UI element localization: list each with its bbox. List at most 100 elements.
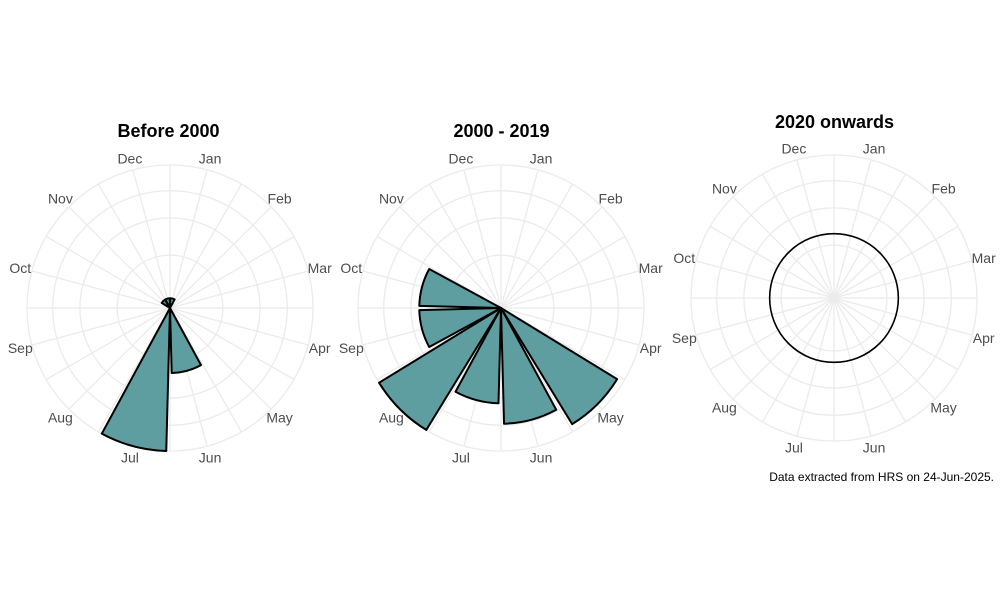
grid-spoke bbox=[68, 206, 171, 309]
grid-spoke bbox=[500, 169, 539, 309]
grid-spoke bbox=[833, 159, 872, 299]
grid-spoke bbox=[132, 169, 171, 309]
grid-spoke bbox=[833, 297, 936, 400]
month-label-oct: Oct bbox=[673, 250, 695, 266]
month-label-jun: Jun bbox=[199, 450, 222, 466]
grid-spoke bbox=[833, 297, 907, 423]
grid-spoke bbox=[31, 307, 171, 346]
grid-spoke bbox=[463, 169, 502, 309]
empty-series-circle bbox=[768, 232, 900, 364]
grid-spoke bbox=[68, 307, 171, 410]
month-label-jul: Jul bbox=[452, 450, 470, 466]
month-label-mar: Mar bbox=[308, 260, 332, 276]
grid-spoke bbox=[169, 169, 208, 309]
grid-spoke bbox=[500, 183, 574, 309]
month-label-aug: Aug bbox=[379, 410, 404, 426]
bar-jul bbox=[100, 307, 171, 452]
month-label-may: May bbox=[597, 410, 623, 426]
grid-spoke bbox=[45, 235, 171, 309]
polar-chart: Jan Feb Mar Apr May Jun Jul Aug Sep Oct Nov Dec bbox=[8, 150, 332, 466]
grid-spoke bbox=[833, 173, 907, 299]
bar-dec bbox=[164, 297, 171, 309]
grid-spoke bbox=[97, 183, 171, 309]
chart-panel-2020-onwards: 2020 onwards Jan Feb Mar Apr May Jun Jul Aug Sep… bbox=[668, 0, 1000, 600]
month-label-jan: Jan bbox=[199, 150, 222, 166]
month-label-feb: Feb bbox=[268, 190, 292, 206]
month-label-may: May bbox=[930, 400, 956, 416]
data-source-caption: Data extracted from HRS on 24-Jun-2025. bbox=[769, 470, 994, 484]
grid-spoke bbox=[796, 159, 835, 299]
month-label-nov: Nov bbox=[712, 180, 737, 196]
grid-spoke bbox=[169, 307, 295, 381]
month-label-nov: Nov bbox=[48, 190, 73, 206]
bar-may bbox=[500, 307, 619, 426]
grid-spoke bbox=[399, 206, 502, 309]
month-label-mar: Mar bbox=[972, 250, 996, 266]
grid-spoke bbox=[732, 297, 835, 400]
month-label-apr: Apr bbox=[973, 330, 995, 346]
grid-spoke bbox=[169, 206, 272, 309]
month-label-sep: Sep bbox=[339, 340, 364, 356]
grid-spoke bbox=[761, 297, 835, 423]
bar-oct bbox=[418, 268, 502, 309]
grid-spoke bbox=[45, 307, 171, 381]
grid-spoke bbox=[709, 297, 835, 371]
grid-spoke bbox=[732, 196, 835, 299]
month-label-jun: Jun bbox=[530, 450, 553, 466]
bar-sep bbox=[418, 307, 502, 348]
month-label-dec: Dec bbox=[448, 150, 473, 166]
grid-spoke bbox=[169, 270, 309, 309]
grid-spoke bbox=[796, 297, 835, 437]
chart-panel-2000-2019: 2000 - 2019 Jan Feb Mar Apr May Jun Jul Aug Sep O… bbox=[335, 0, 668, 600]
bar-jun bbox=[169, 307, 203, 374]
grid-spoke bbox=[833, 297, 872, 437]
grid-spoke bbox=[761, 173, 835, 299]
grid-spoke bbox=[500, 206, 603, 309]
month-label-dec: Dec bbox=[117, 150, 142, 166]
grid-spoke bbox=[169, 307, 309, 346]
grid-spoke bbox=[833, 260, 973, 299]
polar-chart: Jan Feb Mar Apr May Jun Jul Aug Sep Oct Nov Dec bbox=[672, 140, 996, 456]
month-label-sep: Sep bbox=[672, 330, 697, 346]
month-label-mar: Mar bbox=[639, 260, 663, 276]
month-label-aug: Aug bbox=[48, 410, 73, 426]
month-label-sep: Sep bbox=[8, 340, 33, 356]
grid-spoke bbox=[833, 297, 959, 371]
bar-jun bbox=[500, 307, 558, 425]
month-label-may: May bbox=[266, 410, 292, 426]
month-label-aug: Aug bbox=[712, 400, 737, 416]
polar-grid bbox=[26, 164, 314, 452]
grid-spoke bbox=[695, 297, 835, 336]
grid-spoke bbox=[500, 270, 640, 309]
grid-spoke bbox=[695, 260, 835, 299]
month-label-jul: Jul bbox=[785, 440, 803, 456]
month-label-feb: Feb bbox=[932, 180, 956, 196]
grid-spoke bbox=[833, 297, 973, 336]
month-label-nov: Nov bbox=[379, 190, 404, 206]
month-label-dec: Dec bbox=[781, 140, 806, 156]
month-label-apr: Apr bbox=[640, 340, 662, 356]
month-label-oct: Oct bbox=[340, 260, 362, 276]
chart-title: 2020 onwards bbox=[774, 112, 895, 132]
month-label-apr: Apr bbox=[309, 340, 331, 356]
month-label-jun: Jun bbox=[863, 440, 886, 456]
grid-spoke bbox=[833, 196, 936, 299]
month-label-jan: Jan bbox=[863, 140, 886, 156]
grid-spoke bbox=[709, 225, 835, 299]
chart-panel-before-2000: Before 2000 Jan Feb Mar Apr May Jun Jul Aug Sep O… bbox=[2, 0, 335, 600]
month-label-jan: Jan bbox=[530, 150, 553, 166]
month-label-jul: Jul bbox=[121, 450, 139, 466]
month-label-feb: Feb bbox=[599, 190, 623, 206]
grid-spoke bbox=[169, 183, 243, 309]
grid-spoke bbox=[169, 235, 295, 309]
month-label-oct: Oct bbox=[9, 260, 31, 276]
polar-chart: Jan Feb Mar Apr May Jun Jul Aug Sep Oct Nov Dec bbox=[339, 150, 663, 466]
bar-aug bbox=[378, 307, 502, 431]
grid-spoke bbox=[31, 270, 171, 309]
polar-grid bbox=[690, 154, 978, 442]
chart-title: 2000 - 2019 bbox=[453, 121, 550, 141]
grid-spoke bbox=[500, 307, 640, 346]
bar-jul bbox=[454, 307, 502, 405]
grid-spoke bbox=[833, 225, 959, 299]
grid-spoke bbox=[169, 307, 272, 410]
